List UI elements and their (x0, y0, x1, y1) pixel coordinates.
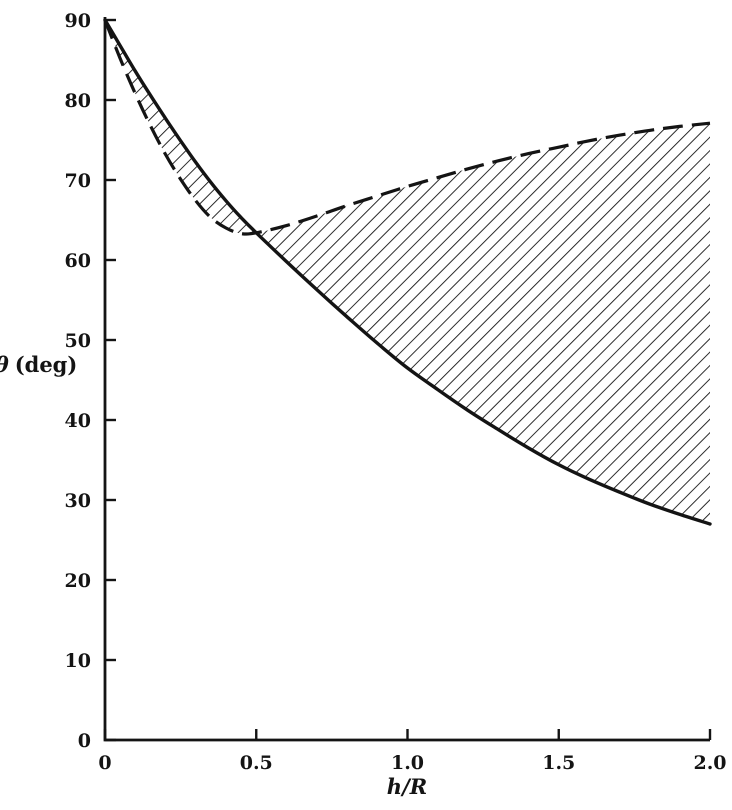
y-tick-label: 40 (65, 410, 91, 432)
x-tick-label: 1.0 (391, 752, 424, 774)
y-tick-label: 20 (65, 570, 91, 592)
x-tick-label: 0 (98, 752, 111, 774)
x-tick-label: 0.5 (240, 752, 273, 774)
y-tick-label: 0 (78, 730, 91, 752)
x-tick-label: 1.5 (542, 752, 575, 774)
y-axis-label: θ(deg) (0, 352, 77, 377)
y-axis-label-unit: (deg) (15, 352, 78, 377)
hatched-region (105, 20, 710, 524)
x-axis-label: h/R (387, 774, 427, 799)
x-tick-label: 2.0 (693, 752, 726, 774)
dashed-curve (103, 19, 711, 236)
plot-layer: 0 10 20 30 40 50 60 70 80 90 0 0.5 1.0 1.5 2.0 (65, 10, 727, 774)
solid-curve (103, 18, 712, 526)
y-axis-label-symbol: θ (0, 352, 9, 377)
y-tick-label: 60 (65, 250, 91, 272)
y-tick-label: 70 (65, 170, 91, 192)
y-tick-label: 80 (65, 90, 91, 112)
y-tick-label: 50 (65, 330, 91, 352)
y-tick-label: 90 (65, 10, 91, 32)
y-tick-label: 10 (65, 650, 91, 672)
y-tick-label: 30 (65, 490, 91, 512)
